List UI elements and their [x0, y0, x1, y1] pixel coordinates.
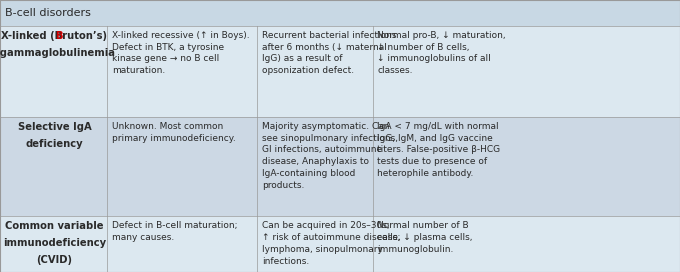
Text: Normal pro-B, ↓ maturation,
↓ number of B cells,
↓ immunoglobulins of all
classe: Normal pro-B, ↓ maturation, ↓ number of … [377, 31, 506, 75]
Text: deficiency: deficiency [26, 139, 83, 149]
Text: Common variable: Common variable [5, 221, 103, 231]
Text: agammaglobulinemia: agammaglobulinemia [0, 48, 116, 58]
Text: X-linked (Bruton’s): X-linked (Bruton’s) [1, 31, 107, 41]
Text: X-linked recessive (↑ in Boys).
Defect in BTK, a tyrosine
kinase gene → no B cel: X-linked recessive (↑ in Boys). Defect i… [112, 31, 250, 75]
Text: B: B [55, 31, 63, 41]
Text: Selective IgA: Selective IgA [18, 122, 91, 132]
Text: immunodeficiency: immunodeficiency [3, 238, 106, 248]
Text: Normal number of B
cells; ↓ plasma cells,
immunoglobulin.: Normal number of B cells; ↓ plasma cells… [377, 221, 473, 254]
Text: Unknown. Most common
primary immunodeficiency.: Unknown. Most common primary immunodefic… [112, 122, 236, 143]
Bar [0, 216, 680, 272]
Text: B-cell disorders: B-cell disorders [5, 8, 90, 18]
Bar [0, 26, 680, 117]
Text: Recurrent bacterial infections
after 6 months (↓ maternal
IgG) as a result of
op: Recurrent bacterial infections after 6 m… [262, 31, 396, 75]
Text: Can be acquired in 20s–30s;
↑ risk of autoimmune disease,
lymphoma, sinopulmonar: Can be acquired in 20s–30s; ↑ risk of au… [262, 221, 401, 265]
Bar [0, 117, 680, 216]
Text: Defect in B-cell maturation;
many causes.: Defect in B-cell maturation; many causes… [112, 221, 238, 242]
Text: IgA < 7 mg/dL with normal
IgG, IgM, and IgG vaccine
titers. False-positive β-HCG: IgA < 7 mg/dL with normal IgG, IgM, and … [377, 122, 500, 178]
Bar [0, 0, 680, 26]
Text: (CVID): (CVID) [37, 255, 72, 265]
Text: Majority asymptomatic. Can
see sinopulmonary infections,
GI infections, autoimmu: Majority asymptomatic. Can see sinopulmo… [262, 122, 398, 190]
